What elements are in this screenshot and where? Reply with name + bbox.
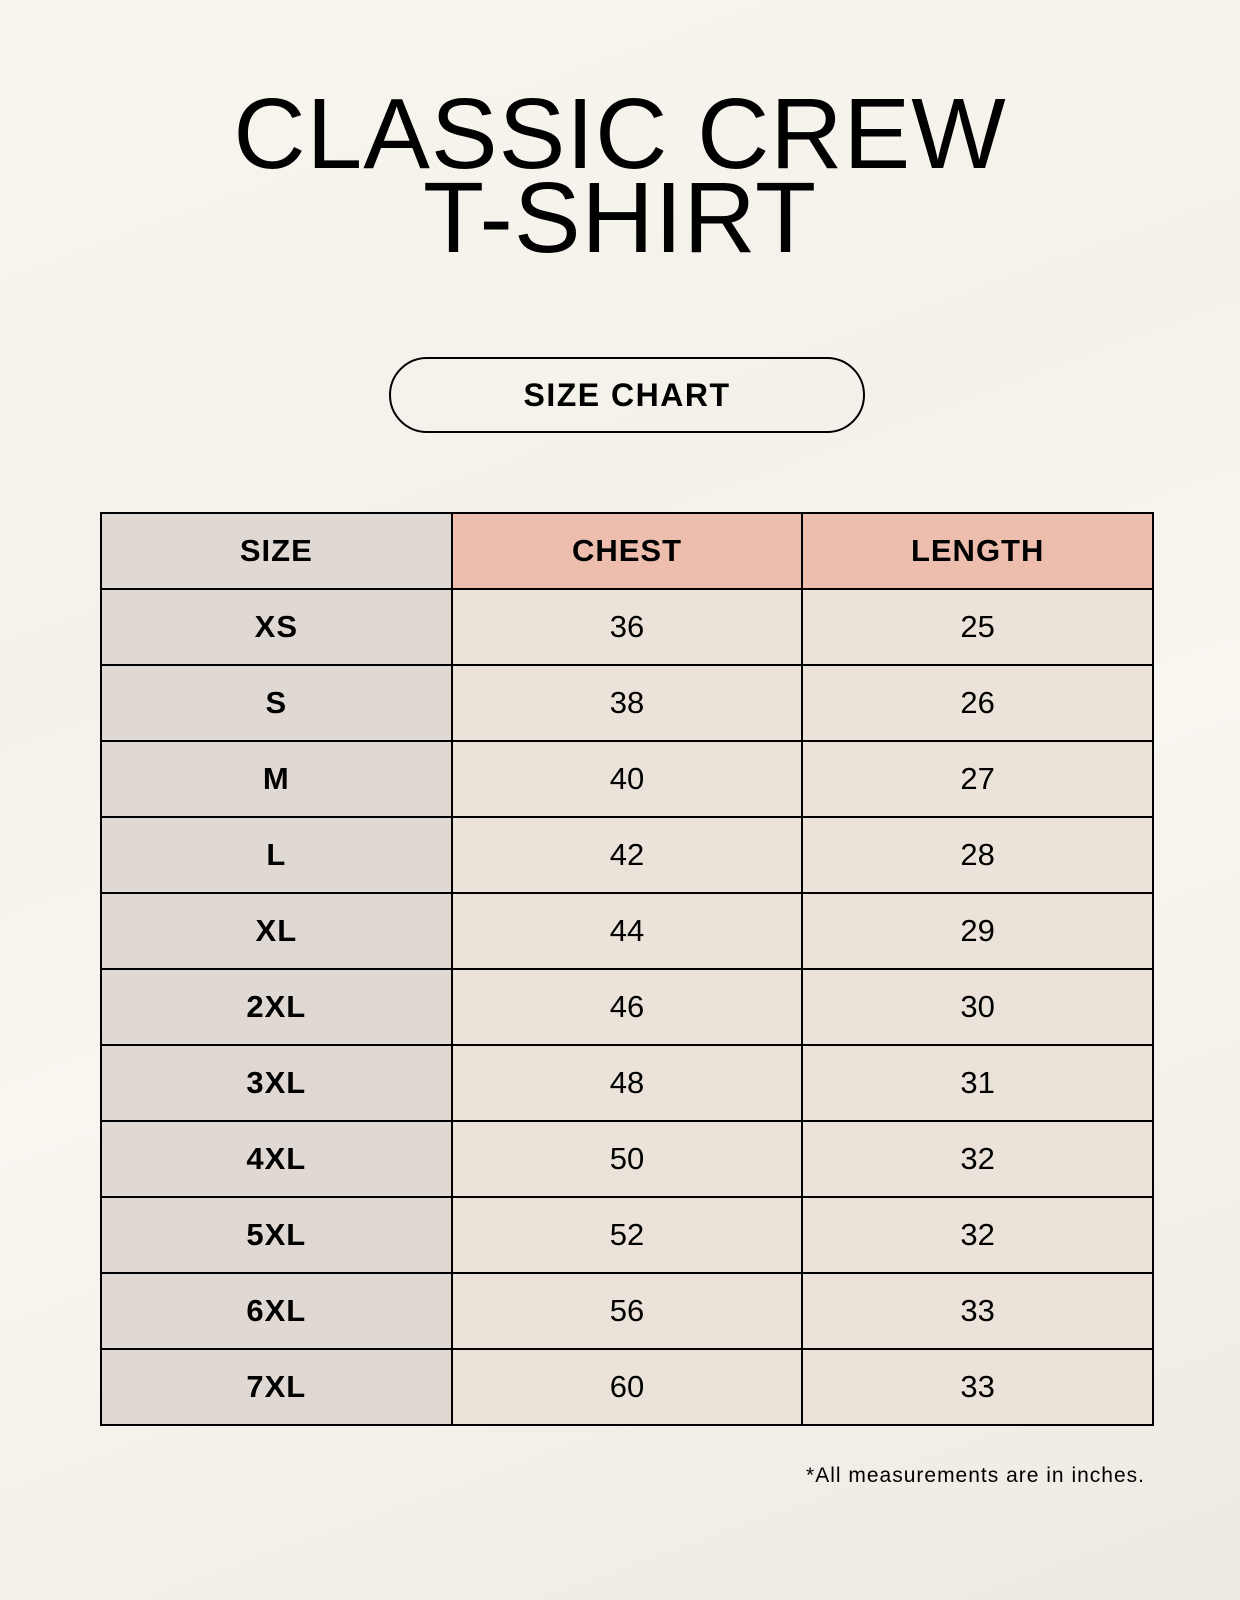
size-cell: 2XL (100, 968, 453, 1046)
size-cell: XS (100, 588, 453, 666)
chest-cell: 52 (450, 1196, 804, 1274)
length-cell: 33 (801, 1272, 1154, 1350)
table-row: 2XL 46 30 (100, 968, 1154, 1046)
header-size: SIZE (100, 512, 453, 590)
length-cell: 25 (801, 588, 1154, 666)
title-line-2: T-SHIRT (422, 162, 818, 274)
chest-cell: 38 (450, 664, 804, 742)
table-row: 6XL 56 33 (100, 1272, 1154, 1350)
size-cell: 7XL (100, 1348, 453, 1426)
chest-cell: 60 (450, 1348, 804, 1426)
length-cell: 32 (801, 1120, 1154, 1198)
size-cell: M (100, 740, 453, 818)
table-row: M 40 27 (100, 740, 1154, 818)
length-cell: 27 (801, 740, 1154, 818)
length-cell: 31 (801, 1044, 1154, 1122)
footnote: *All measurements are in inches. (806, 1464, 1145, 1487)
table-row: L 42 28 (100, 816, 1154, 894)
table-row: S 38 26 (100, 664, 1154, 742)
length-cell: 33 (801, 1348, 1154, 1426)
length-cell: 30 (801, 968, 1154, 1046)
size-cell: 5XL (100, 1196, 453, 1274)
length-cell: 26 (801, 664, 1154, 742)
size-cell: 4XL (100, 1120, 453, 1198)
chest-cell: 48 (450, 1044, 804, 1122)
chest-cell: 36 (450, 588, 804, 666)
table-row: 7XL 60 33 (100, 1348, 1154, 1426)
length-cell: 29 (801, 892, 1154, 970)
chest-cell: 46 (450, 968, 804, 1046)
title-line-1: CLASSIC CREW (233, 78, 1007, 190)
size-cell: XL (100, 892, 453, 970)
header-length: LENGTH (801, 512, 1154, 590)
table-row: XS 36 25 (100, 588, 1154, 666)
length-cell: 28 (801, 816, 1154, 894)
size-table: SIZE CHEST LENGTH XS 36 25 S 38 26 M 40 27 L 42 28 X… (100, 512, 1154, 1426)
length-cell: 32 (801, 1196, 1154, 1274)
table-header-row: SIZE CHEST LENGTH (100, 512, 1154, 590)
table-row: XL 44 29 (100, 892, 1154, 970)
table-row: 5XL 52 32 (100, 1196, 1154, 1274)
size-cell: 6XL (100, 1272, 453, 1350)
chest-cell: 56 (450, 1272, 804, 1350)
table-row: 4XL 50 32 (100, 1120, 1154, 1198)
chest-cell: 42 (450, 816, 804, 894)
chest-cell: 40 (450, 740, 804, 818)
header-chest: CHEST (450, 512, 804, 590)
chest-cell: 44 (450, 892, 804, 970)
chest-cell: 50 (450, 1120, 804, 1198)
size-cell: 3XL (100, 1044, 453, 1122)
size-cell: L (100, 816, 453, 894)
page-title: CLASSIC CREW T-SHIRT (0, 78, 1240, 274)
table-row: 3XL 48 31 (100, 1044, 1154, 1122)
size-cell: S (100, 664, 453, 742)
size-chart-badge: SIZE CHART (389, 357, 865, 433)
